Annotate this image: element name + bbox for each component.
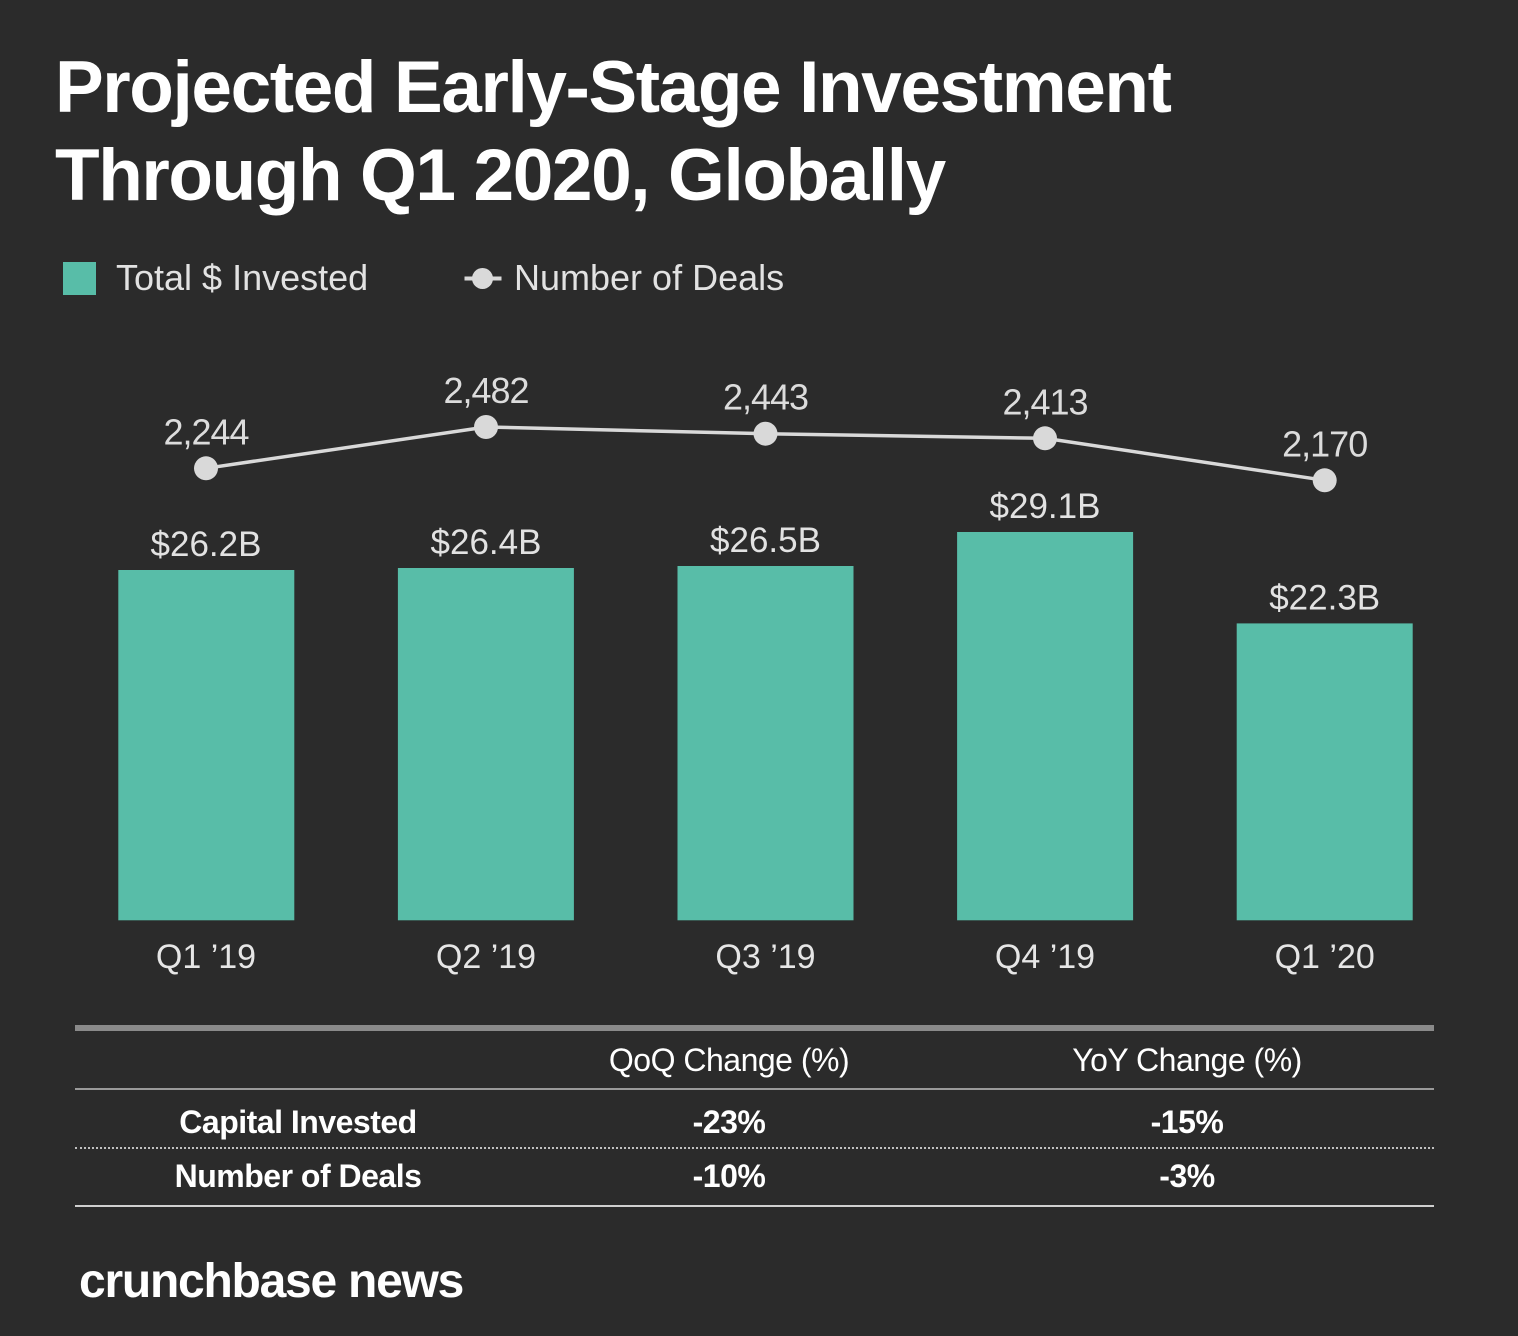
svg-text:$26.4B: $26.4B: [431, 523, 542, 562]
svg-text:$29.1B: $29.1B: [990, 487, 1101, 526]
svg-text:Q1 ’20: Q1 ’20: [1275, 938, 1375, 976]
svg-text:$22.3B: $22.3B: [1269, 578, 1380, 617]
svg-text:2,443: 2,443: [723, 377, 808, 418]
svg-text:2,482: 2,482: [443, 370, 528, 411]
svg-text:2,244: 2,244: [163, 411, 248, 452]
svg-text:Q2 ’19: Q2 ’19: [436, 938, 536, 976]
svg-text:$26.5B: $26.5B: [710, 521, 821, 560]
svg-text:2,170: 2,170: [1282, 423, 1367, 464]
svg-text:Q1 ’19: Q1 ’19: [156, 938, 256, 976]
svg-text:Q3 ’19: Q3 ’19: [715, 938, 815, 976]
svg-text:$26.2B: $26.2B: [151, 525, 262, 564]
svg-text:Q4 ’19: Q4 ’19: [995, 938, 1095, 976]
svg-text:2,413: 2,413: [1002, 381, 1087, 422]
